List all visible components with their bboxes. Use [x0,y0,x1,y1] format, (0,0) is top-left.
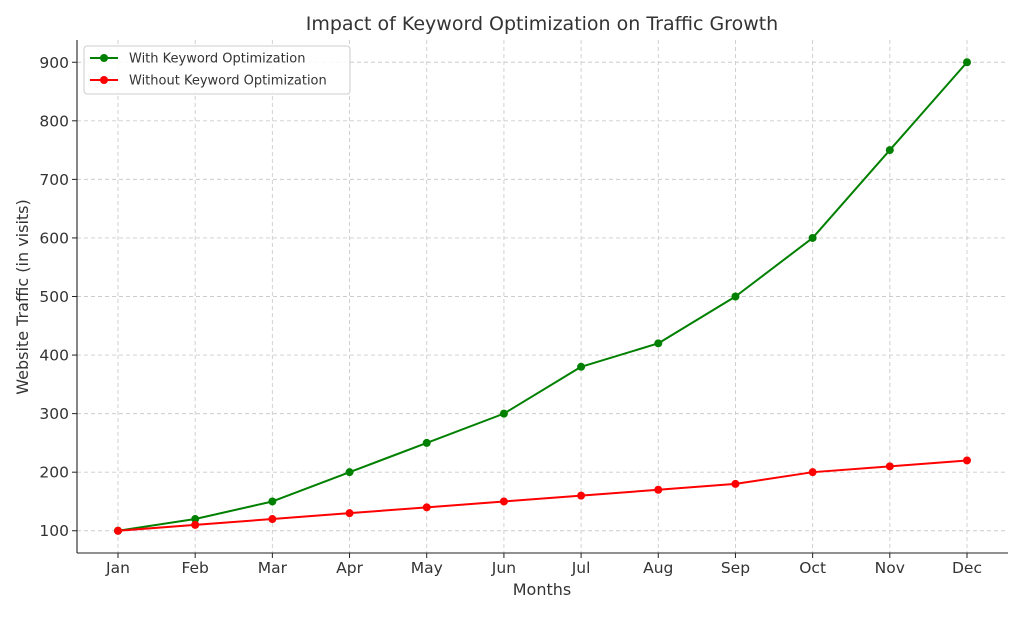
data-point [268,497,277,506]
data-point [499,409,508,418]
legend-label: Without Keyword Optimization [129,74,327,89]
data-point [345,468,354,477]
y-tick-label: 400 [39,347,69,365]
legend-item: With Keyword Optimization [90,52,305,67]
x-tick-label: Sep [721,559,750,577]
chart-title: Impact of Keyword Optimization on Traffi… [306,13,778,35]
x-axis-label: Months [513,580,571,599]
data-point [808,233,817,242]
data-point [731,479,740,488]
y-tick-label: 700 [39,171,69,189]
y-tick-label: 300 [39,405,69,423]
series-line [117,61,968,532]
data-point [808,468,817,477]
data-point [731,292,740,301]
x-tick-label: Nov [875,559,905,577]
data-point [345,509,354,518]
data-point [577,491,586,500]
data-point [191,520,200,529]
x-tick-label: Apr [336,559,363,577]
y-tick-label: 100 [39,522,69,540]
x-tick-label: Feb [181,559,208,577]
x-tick-label: Jan [105,559,130,577]
x-tick-label: May [411,559,443,577]
y-tick-label: 500 [39,288,69,306]
data-point [963,58,971,67]
data-point [499,497,508,506]
data-point [422,438,431,447]
data-point [963,456,971,465]
x-tick-label: Mar [258,559,288,577]
legend: With Keyword Optimization Without Keyword… [83,45,351,95]
legend-swatch-marker [100,54,108,62]
data-point [422,503,431,512]
y-tick-label: 900 [39,54,69,72]
data-point [191,515,200,524]
y-tick-label: 200 [39,464,69,482]
series [114,58,971,535]
series-line [117,459,968,532]
data-point [114,526,122,535]
grid [77,40,1008,553]
x-tick-label: Oct [799,559,826,577]
data-point [268,515,277,524]
legend-label: With Keyword Optimization [129,52,305,67]
series-2 [114,456,971,535]
data-point [885,462,894,471]
legend-swatch-marker [100,76,108,84]
legend-item: Without Keyword Optimization [90,74,327,89]
data-point [654,485,663,494]
ticks: Jan Feb Mar Apr May Jun Jul Aug Sep Oct Nov Dec 100 2… [39,54,982,577]
y-axis-label: Website Traffic (in visits) [13,199,32,394]
y-tick-label: 800 [39,112,69,130]
legend-box [83,45,351,95]
x-tick-label: Dec [952,559,982,577]
x-tick-label: Jul [571,559,591,577]
x-tick-label: Jun [491,559,516,577]
y-tick-label: 600 [39,229,69,247]
data-point [654,339,663,348]
data-point [577,362,586,371]
data-point [885,146,894,155]
x-tick-label: Aug [643,559,673,577]
